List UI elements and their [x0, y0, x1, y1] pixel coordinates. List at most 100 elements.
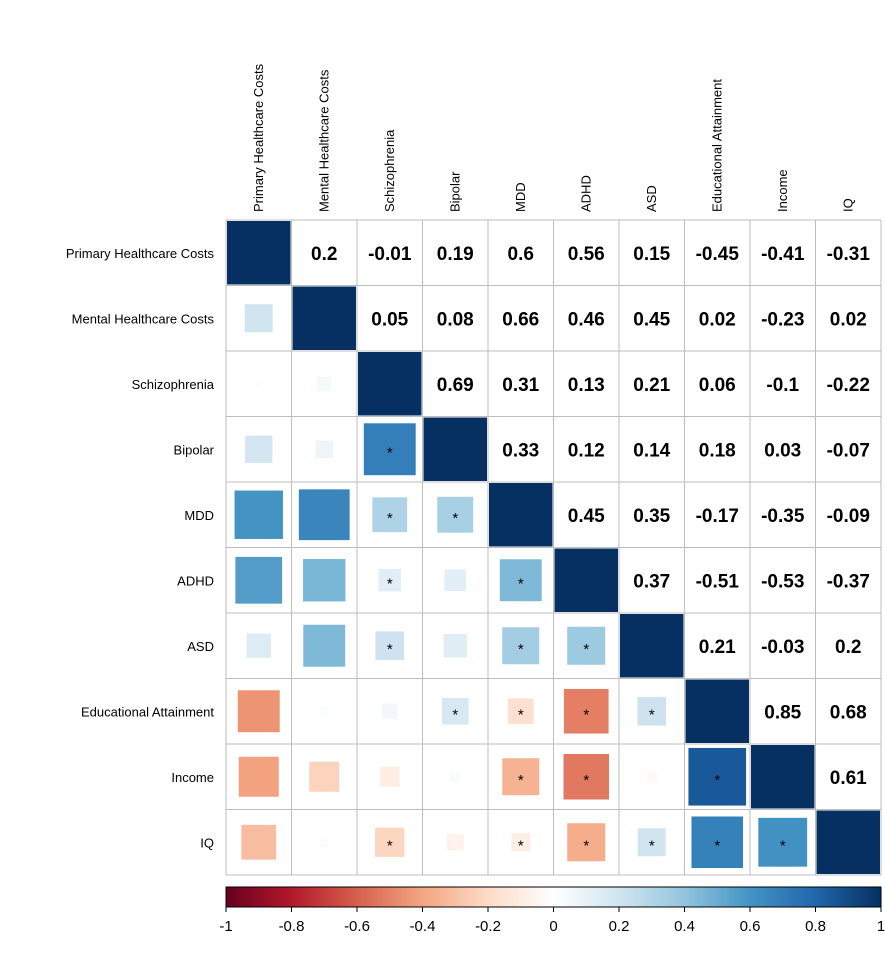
correlation-square — [637, 696, 667, 726]
significance-marker: * — [452, 706, 458, 723]
row-label-adhd: ADHD — [177, 573, 214, 588]
correlation-square — [563, 753, 610, 800]
correlation-value-label: -0.31 — [827, 244, 871, 265]
correlation-square — [237, 690, 280, 733]
significance-marker: * — [649, 837, 655, 854]
row-label-educational-attainment: Educational Attainment — [81, 704, 214, 719]
correlation-square — [363, 423, 416, 476]
correlation-square — [319, 706, 329, 716]
correlation-value-label: 0.2 — [311, 244, 337, 265]
correlation-value-label: 0.6 — [508, 244, 534, 265]
colorbar-tick-label: 1 — [877, 918, 885, 935]
correlation-value-label: -0.09 — [827, 506, 870, 527]
correlation-square — [255, 380, 262, 387]
significance-marker: * — [714, 772, 720, 789]
correlation-square — [637, 828, 666, 857]
significance-marker: * — [518, 706, 524, 723]
significance-marker: * — [387, 444, 393, 461]
correlation-value-label: -0.35 — [761, 506, 805, 527]
correlation-value-label: 0.45 — [633, 309, 670, 330]
correlation-value-label: 0.08 — [437, 309, 474, 330]
correlation-square — [309, 761, 340, 792]
correlation-value-label: 0.66 — [502, 309, 539, 330]
row-label-mental-healthcare-costs: Mental Healthcare Costs — [72, 311, 215, 326]
correlation-value-label: 0.06 — [699, 375, 736, 396]
significance-marker: * — [518, 772, 524, 789]
correlation-square — [238, 756, 279, 797]
colorbar-tick-label: -1 — [219, 918, 232, 935]
correlation-value-label: 0.85 — [764, 702, 801, 723]
correlation-square — [646, 771, 658, 783]
correlation-value-label: 0.02 — [699, 309, 736, 330]
column-label-adhd: ADHD — [578, 175, 593, 212]
correlation-value-label: 0.61 — [830, 768, 867, 789]
correlation-square — [441, 697, 469, 725]
correlation-value-label: -0.03 — [761, 637, 804, 658]
correlation-square — [241, 824, 277, 860]
correlation-value-label: 0.21 — [699, 637, 736, 658]
diagonal-cell — [358, 352, 422, 416]
correlation-value-label: 0.33 — [502, 440, 539, 461]
column-label-mdd: MDD — [513, 182, 528, 212]
colorbar-gradient — [225, 886, 882, 908]
row-labels: Primary Healthcare Costs Mental Healthcar… — [66, 246, 215, 851]
correlation-square — [567, 626, 606, 665]
significance-marker: * — [583, 772, 589, 789]
colorbar-tick-label: 0.6 — [740, 918, 761, 935]
significance-marker: * — [452, 510, 458, 527]
diagonal-cell — [489, 483, 553, 547]
correlation-square — [234, 490, 283, 539]
correlation-value-label: -0.23 — [761, 309, 804, 330]
correlation-square — [375, 827, 405, 857]
correlation-square — [567, 823, 606, 862]
significance-marker: * — [583, 706, 589, 723]
correlation-square — [375, 631, 405, 661]
column-label-bipolar: Bipolar — [447, 171, 462, 212]
color-legend: -1 -0.8 -0.6 -0.4 -0.2 0 0.2 0.4 0.6 0.8 1 — [219, 886, 885, 935]
correlation-square — [691, 816, 744, 869]
correlation-square — [758, 817, 808, 867]
column-label-educational-attainment: Educational Attainment — [709, 79, 724, 212]
colorbar-tick-label: 0 — [549, 918, 557, 935]
correlation-square — [382, 703, 398, 719]
diagonal-cell — [620, 614, 684, 678]
diagonal-cell — [227, 221, 291, 285]
significance-marker: * — [714, 837, 720, 854]
column-label-income: Income — [775, 169, 790, 212]
correlation-square — [449, 771, 461, 783]
correlation-value-label: -0.1 — [766, 375, 799, 396]
colorbar-tick-label: 0.2 — [609, 918, 630, 935]
correlation-square — [511, 832, 531, 852]
colorbar-tick-label: 0.8 — [805, 918, 826, 935]
colorbar-tick-label: -0.4 — [410, 918, 436, 935]
correlation-square — [437, 496, 474, 533]
row-label-bipolar: Bipolar — [174, 442, 215, 457]
correlation-square — [444, 569, 467, 592]
significance-marker: * — [780, 837, 786, 854]
column-label-iq: IQ — [840, 198, 855, 212]
correlation-value-label: -0.17 — [696, 506, 739, 527]
column-label-mental-healthcare-costs: Mental Healthcare Costs — [316, 69, 331, 212]
correlation-square — [319, 837, 329, 847]
correlation-value-label: -0.01 — [368, 244, 412, 265]
column-label-schizophrenia: Schizophrenia — [382, 129, 397, 212]
diagonal-cell — [554, 548, 618, 612]
correlation-square — [443, 634, 467, 658]
correlation-square — [244, 304, 273, 333]
correlation-square — [235, 556, 283, 604]
row-label-primary-healthcare-costs: Primary Healthcare Costs — [66, 246, 215, 261]
correlation-value-label: 0.02 — [830, 309, 867, 330]
correlation-value-label: 0.37 — [633, 571, 670, 592]
colorbar-tick-label: -0.2 — [475, 918, 501, 935]
correlation-value-label: 0.12 — [568, 440, 605, 461]
correlation-value-label: 0.46 — [568, 309, 605, 330]
diagonal-cell — [751, 745, 815, 809]
correlation-square — [298, 489, 350, 541]
correlation-value-label: 0.15 — [633, 244, 670, 265]
diagonal-cell — [816, 810, 880, 874]
correlation-value-label: 0.31 — [502, 375, 539, 396]
correlation-value-label: 0.19 — [437, 244, 474, 265]
diagonal-cell — [423, 417, 487, 481]
correlation-value-label: 0.68 — [830, 702, 867, 723]
